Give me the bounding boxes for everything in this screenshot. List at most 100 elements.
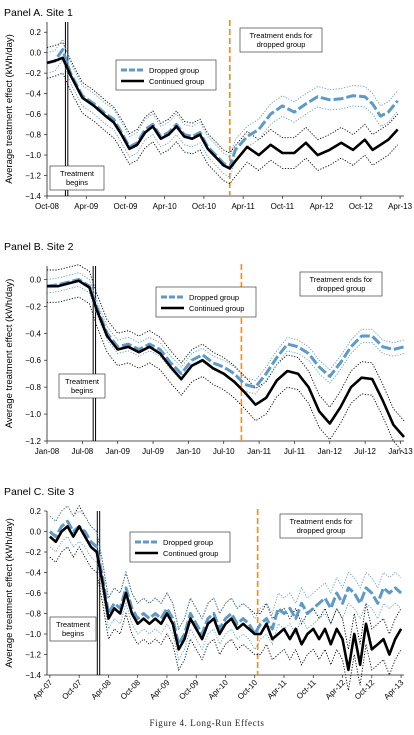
y-tick-label: −0.4	[25, 329, 41, 338]
treatment-begins-box	[49, 165, 105, 191]
x-tick-label: Jul-12	[354, 447, 376, 456]
y-tick-label: −0.8	[25, 383, 41, 392]
x-tick-label: Oct-12	[349, 202, 374, 211]
continued-group-line	[49, 525, 403, 672]
y-tick-label: 0.0	[30, 528, 42, 537]
y-axis-label: Average treatment effect (kWh/day)	[4, 34, 15, 184]
y-tick-label: −0.6	[25, 589, 41, 598]
legend: Dropped group Continued group	[129, 531, 231, 563]
x-tick-label: Jul-09	[142, 447, 164, 456]
legend-box	[115, 59, 217, 91]
x-tick-label: Jan-09	[105, 447, 130, 456]
legend-label-dropped: Dropped group	[163, 538, 213, 547]
y-tick-label: −1.2	[25, 437, 41, 446]
y-tick-label: −1.4	[25, 192, 41, 201]
legend-box	[155, 286, 257, 318]
legend-label-dropped: Dropped group	[149, 66, 199, 75]
y-tick-label: −0.6	[25, 110, 41, 119]
x-tick-label: Apr-08	[90, 678, 114, 702]
y-tick-label: 0.0	[30, 49, 42, 58]
y-tick-label: −0.4	[25, 90, 41, 99]
y-tick-label: −1.4	[25, 671, 41, 680]
y-tick-label: 0.2	[30, 507, 42, 516]
x-tick-label: Jan-08	[35, 447, 60, 456]
x-tick-label: Apr-10	[207, 678, 231, 702]
continued-ci-lower	[47, 296, 405, 454]
dropped-group-line	[46, 48, 399, 169]
x-tick-label: Oct-10	[236, 678, 260, 702]
panel-2: Panel B. Site 2 Average treatment effect …	[4, 241, 413, 456]
y-tick-label: −0.2	[25, 548, 41, 557]
x-tick-label: Oct-08	[119, 678, 143, 702]
y-axis-label: Average treatment effect (kWh/day)	[4, 279, 15, 429]
y-tick-label: 0.0	[30, 275, 42, 284]
x-tick-label: Jan-12	[318, 447, 343, 456]
x-tick-label: Oct-09	[113, 202, 138, 211]
y-axis-label: Average treatment effect (kWh/day)	[4, 518, 15, 668]
continued-group-line	[47, 279, 405, 438]
continued-ci-upper	[46, 41, 399, 154]
legend-label-dropped: Dropped group	[189, 293, 239, 302]
panel-title: Panel A. Site 1	[4, 7, 73, 19]
x-tick-label: Jan-13	[388, 447, 413, 456]
x-tick-label: Jul-11	[284, 447, 306, 456]
continued-ci-lower	[49, 545, 402, 691]
treatment-begins-label: Treatment begins	[60, 169, 95, 187]
legend: Dropped group Continued group	[115, 59, 217, 91]
y-tick-label: −0.8	[25, 610, 41, 619]
x-tick-label: Apr-13	[382, 678, 406, 702]
legend-box	[129, 531, 231, 563]
treatment-ends-box	[239, 27, 323, 53]
x-tick-label: Oct-12	[353, 678, 377, 702]
treatment-ends-box	[279, 513, 363, 539]
x-tick-label: Oct-10	[192, 202, 217, 211]
y-tick-label: −1.0	[25, 630, 41, 639]
x-tick-label: Apr-11	[266, 678, 289, 701]
panel-3: Panel C. Site 3 Average treatment effect …	[4, 486, 406, 701]
x-tick-label: Apr-09	[148, 678, 172, 702]
x-tick-label: Apr-10	[153, 202, 178, 211]
treatment-ends-label: Treatment ends for dropped group	[289, 517, 353, 535]
x-tick-label: Oct-08	[35, 202, 60, 211]
y-tick-label: −0.2	[25, 302, 41, 311]
treatment-ends-box	[299, 271, 383, 297]
y-tick-label: −1.2	[25, 651, 41, 660]
treatment-begins-label: Treatment begins	[65, 377, 100, 395]
y-tick-label: −0.2	[25, 69, 41, 78]
y-tick-label: −1.0	[25, 151, 41, 160]
x-tick-label: Jan-11	[247, 447, 271, 456]
dropped-ci-upper	[49, 505, 402, 631]
figure-caption: Figure 4. Long-Run Effects	[149, 718, 265, 728]
y-tick-label: −1.2	[25, 172, 41, 181]
y-tick-label: −0.8	[25, 131, 41, 140]
x-tick-label: Jan-10	[176, 447, 201, 456]
continued-ci-upper	[47, 264, 405, 422]
treatment-begins-box	[58, 373, 106, 399]
x-tick-label: Apr-09	[74, 202, 99, 211]
y-tick-label: −0.6	[25, 356, 41, 365]
x-tick-label: Oct-11	[295, 678, 318, 701]
y-tick-label: −0.4	[25, 569, 41, 578]
dropped-group-line	[48, 519, 403, 646]
dropped-ci-upper	[46, 38, 399, 158]
x-tick-label: Apr-12	[324, 678, 348, 702]
treatment-ends-label: Treatment ends for dropped group	[309, 275, 373, 293]
x-tick-label: Apr-11	[231, 202, 255, 211]
treatment-ends-label: Treatment ends for dropped group	[249, 31, 313, 49]
x-tick-label: Oct-07	[60, 678, 84, 702]
treatment-begins-label: Treatment begins	[56, 620, 91, 638]
x-tick-label: Oct-09	[177, 678, 201, 702]
panel-1: Panel A. Site 1 Average treatment effect …	[4, 7, 413, 211]
treatment-begins-box	[49, 616, 97, 642]
x-tick-label: Apr-12	[310, 202, 335, 211]
y-tick-label: −1.0	[25, 410, 41, 419]
legend-label-continued: Continued group	[149, 77, 204, 86]
x-tick-label: Jul-08	[71, 447, 93, 456]
y-tick-label: 0.2	[30, 28, 42, 37]
x-tick-label: Apr-13	[388, 202, 413, 211]
x-tick-label: Oct-11	[271, 202, 295, 211]
continued-group-line	[46, 56, 399, 170]
panel-title: Panel B. Site 2	[4, 241, 74, 253]
x-tick-label: Jul-10	[213, 447, 235, 456]
